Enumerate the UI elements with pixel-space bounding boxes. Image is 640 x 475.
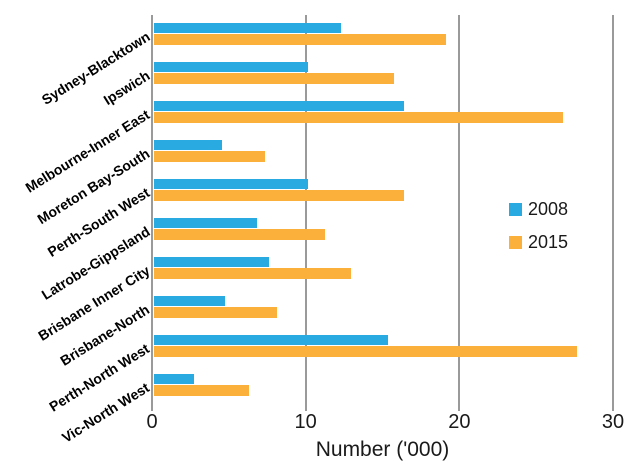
bar-2008 [154,257,270,267]
category-label: Perth-South West [44,183,153,260]
legend-item-2015: 2015 [509,233,568,251]
bar-2015 [154,34,446,45]
legend-label: 2015 [528,232,569,252]
bar-2008 [154,62,308,72]
bar-2008 [154,296,225,306]
gridline-30 [612,15,614,411]
bar-2008 [154,101,405,111]
bar-2015 [154,268,351,279]
bar-2015 [154,346,577,357]
legend-item-2008: 2008 [509,200,568,218]
legend-label: 2008 [528,199,569,219]
bar-2008 [154,179,308,189]
x-tick-label: 30 [601,411,625,433]
plot-area [151,15,614,411]
x-tick-label: 0 [146,411,158,433]
bar-2008 [154,335,388,345]
bar-2008 [154,23,342,33]
gridline-20 [458,15,461,411]
bar-2015 [154,112,563,123]
bar-2015 [154,190,405,201]
category-label: Latrobe-Gippsland [38,222,153,303]
bar-2008 [154,218,257,228]
category-label: Sydney-Blacktown [38,27,153,108]
legend-swatch-2008 [509,202,522,216]
bar-2015 [154,151,265,162]
category-label: Brisbane Inner City [34,261,153,344]
category-label: Moreton Bay-South [34,144,153,227]
x-axis-ticks: 0 10 20 30 [0,411,640,437]
gridline-10 [304,15,307,411]
bar-2008 [154,140,222,150]
bar-2015 [154,385,250,396]
x-tick-label: 10 [294,411,317,433]
category-label: Perth-North West [46,339,153,415]
bar-2015 [154,229,325,240]
bar-2008 [154,374,194,384]
bar-2015 [154,73,394,84]
category-label: Melbourne-Inner East [22,105,153,196]
category-label: Ipswich [100,66,153,108]
legend: 2008 2015 [509,200,568,251]
legend-swatch-2015 [509,235,522,249]
category-label: Brisbane-North [57,300,153,369]
x-tick-label: 20 [448,411,471,433]
x-axis-title: Number ('000) [315,438,450,461]
y-axis-line [151,15,153,411]
bar-2015 [154,307,277,318]
